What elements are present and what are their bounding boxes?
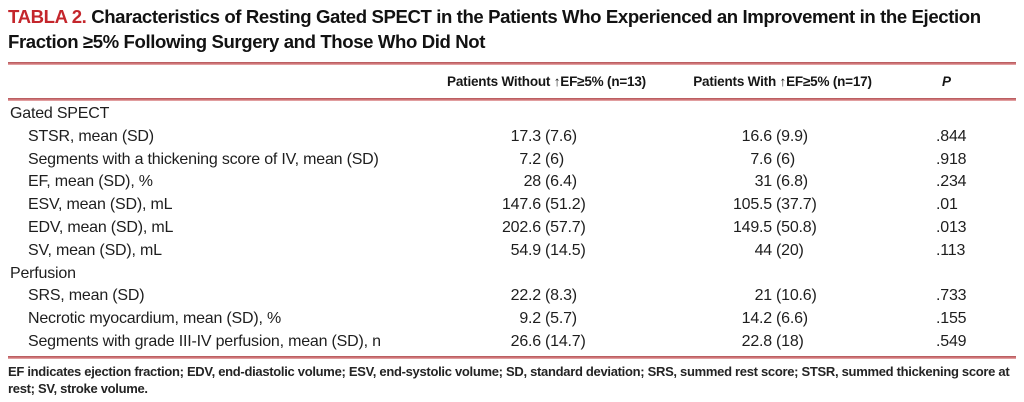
table-footnote: EF indicates ejection fraction; EDV, end… bbox=[8, 364, 1010, 397]
value-sd-without: (8.3) bbox=[545, 287, 577, 305]
table-row: SRS, mean (SD) 22.2 (8.3) 21 (10.6) .733 bbox=[8, 285, 1016, 308]
value-p: .733 bbox=[936, 287, 967, 305]
row-label: Segments with a thickening score of IV, … bbox=[28, 150, 379, 168]
table-section-row: Perfusion bbox=[8, 262, 1016, 285]
value-sd-without: (14.5) bbox=[545, 241, 586, 259]
p-header-label: P bbox=[942, 73, 951, 89]
column-header-p: P bbox=[900, 74, 1006, 89]
value-p: .234 bbox=[936, 173, 967, 191]
value-sd-without: (51.2) bbox=[545, 196, 586, 214]
table-row: ESV, mean (SD), mL 147.6 (51.2) 105.5 (37.7)… bbox=[8, 194, 1016, 217]
value-mean-without: 54.9 bbox=[510, 241, 542, 259]
value-p: .013 bbox=[936, 218, 967, 236]
table-title: TABLA 2. Characteristics of Resting Gate… bbox=[8, 0, 1016, 55]
row-label: SRS, mean (SD) bbox=[28, 287, 145, 305]
value-mean-with: 21 bbox=[754, 287, 773, 305]
row-label: EF, mean (SD), % bbox=[28, 173, 153, 191]
table-row: SV, mean (SD), mL 54.9 (14.5) 44 (20) .113 bbox=[8, 239, 1016, 262]
row-label: STSR, mean (SD) bbox=[28, 127, 154, 145]
value-mean-without: 17.3 bbox=[510, 127, 542, 145]
table-row: Segments with a thickening score of IV, … bbox=[8, 148, 1016, 171]
value-mean-without: 28 bbox=[523, 173, 542, 191]
value-mean-without: 202.6 bbox=[501, 218, 541, 236]
value-mean-with: 149.5 bbox=[732, 218, 772, 236]
value-sd-with: (9.9) bbox=[776, 127, 808, 145]
value-sd-with: (50.8) bbox=[776, 218, 817, 236]
row-label: Necrotic myocardium, mean (SD), % bbox=[28, 310, 282, 328]
value-sd-without: (5.7) bbox=[545, 310, 577, 328]
value-mean-with: 44 bbox=[754, 241, 773, 259]
bottom-rule bbox=[8, 356, 1016, 360]
value-mean-with: 105.5 bbox=[732, 196, 772, 214]
value-sd-with: (10.6) bbox=[776, 287, 817, 305]
table-row: Segments with grade III-IV perfusion, me… bbox=[8, 331, 1016, 354]
value-sd-with: (6.8) bbox=[776, 173, 808, 191]
table-number-label: TABLA 2. bbox=[8, 6, 87, 27]
table-section-row: Gated SPECT bbox=[8, 103, 1016, 126]
value-p: .01 bbox=[936, 196, 958, 214]
value-mean-with: 31 bbox=[754, 173, 773, 191]
value-mean-without: 22.2 bbox=[510, 287, 542, 305]
row-label: Perfusion bbox=[10, 264, 76, 282]
value-sd-with: (20) bbox=[776, 241, 804, 259]
value-sd-without: (57.7) bbox=[545, 218, 586, 236]
column-header-without: Patients Without ↑EF≥5% (n=13) bbox=[447, 73, 646, 89]
value-mean-without: 26.6 bbox=[510, 332, 542, 350]
value-sd-without: (6.4) bbox=[545, 173, 577, 191]
value-mean-without: 9.2 bbox=[519, 310, 541, 328]
column-header-row: Patients Without ↑EF≥5% (n=13) Patients … bbox=[8, 65, 1016, 98]
value-mean-without: 147.6 bbox=[501, 196, 541, 214]
value-mean-with: 14.2 bbox=[741, 310, 773, 328]
value-mean-without: 7.2 bbox=[519, 150, 541, 168]
row-label: EDV, mean (SD), mL bbox=[28, 218, 174, 236]
value-p: .113 bbox=[936, 241, 966, 259]
value-sd-without: (6) bbox=[545, 150, 564, 168]
value-mean-with: 7.6 bbox=[750, 150, 772, 168]
value-p: .844 bbox=[936, 127, 967, 145]
row-label: SV, mean (SD), mL bbox=[28, 241, 162, 259]
table-row: Necrotic myocardium, mean (SD), % 9.2 (5.7… bbox=[8, 308, 1016, 331]
table-row: EF, mean (SD), % 28 (6.4) 31 (6.8) .234 bbox=[8, 171, 1016, 194]
table-body: Gated SPECT STSR, mean (SD) 17.3 (7.6) 16.6(… bbox=[8, 101, 1016, 357]
header-rule bbox=[8, 97, 1016, 101]
table-title-text: Characteristics of Resting Gated SPECT i… bbox=[8, 6, 981, 53]
top-rule bbox=[8, 61, 1016, 65]
value-sd-without: (7.6) bbox=[545, 127, 577, 145]
value-sd-with: (37.7) bbox=[776, 196, 817, 214]
table-row: STSR, mean (SD) 17.3 (7.6) 16.6 (9.9) .844 bbox=[8, 125, 1016, 148]
value-p: .549 bbox=[936, 332, 967, 350]
column-header-with: Patients With ↑EF≥5% (n=17) bbox=[693, 73, 872, 89]
value-sd-with: (18) bbox=[776, 332, 804, 350]
value-sd-without: (14.7) bbox=[545, 332, 586, 350]
table-row: EDV, mean (SD), mL 202.6 (57.7) 149.5 (50.8)… bbox=[8, 217, 1016, 240]
value-mean-with: 22.8 bbox=[741, 332, 773, 350]
row-label: Segments with grade III-IV perfusion, me… bbox=[28, 332, 381, 350]
value-mean-with: 16.6 bbox=[741, 127, 773, 145]
value-p: .155 bbox=[936, 310, 967, 328]
value-p: .918 bbox=[936, 150, 967, 168]
row-label: Gated SPECT bbox=[10, 104, 110, 122]
value-sd-with: (6.6) bbox=[776, 310, 808, 328]
row-label: ESV, mean (SD), mL bbox=[28, 196, 173, 214]
value-sd-with: (6) bbox=[776, 150, 795, 168]
